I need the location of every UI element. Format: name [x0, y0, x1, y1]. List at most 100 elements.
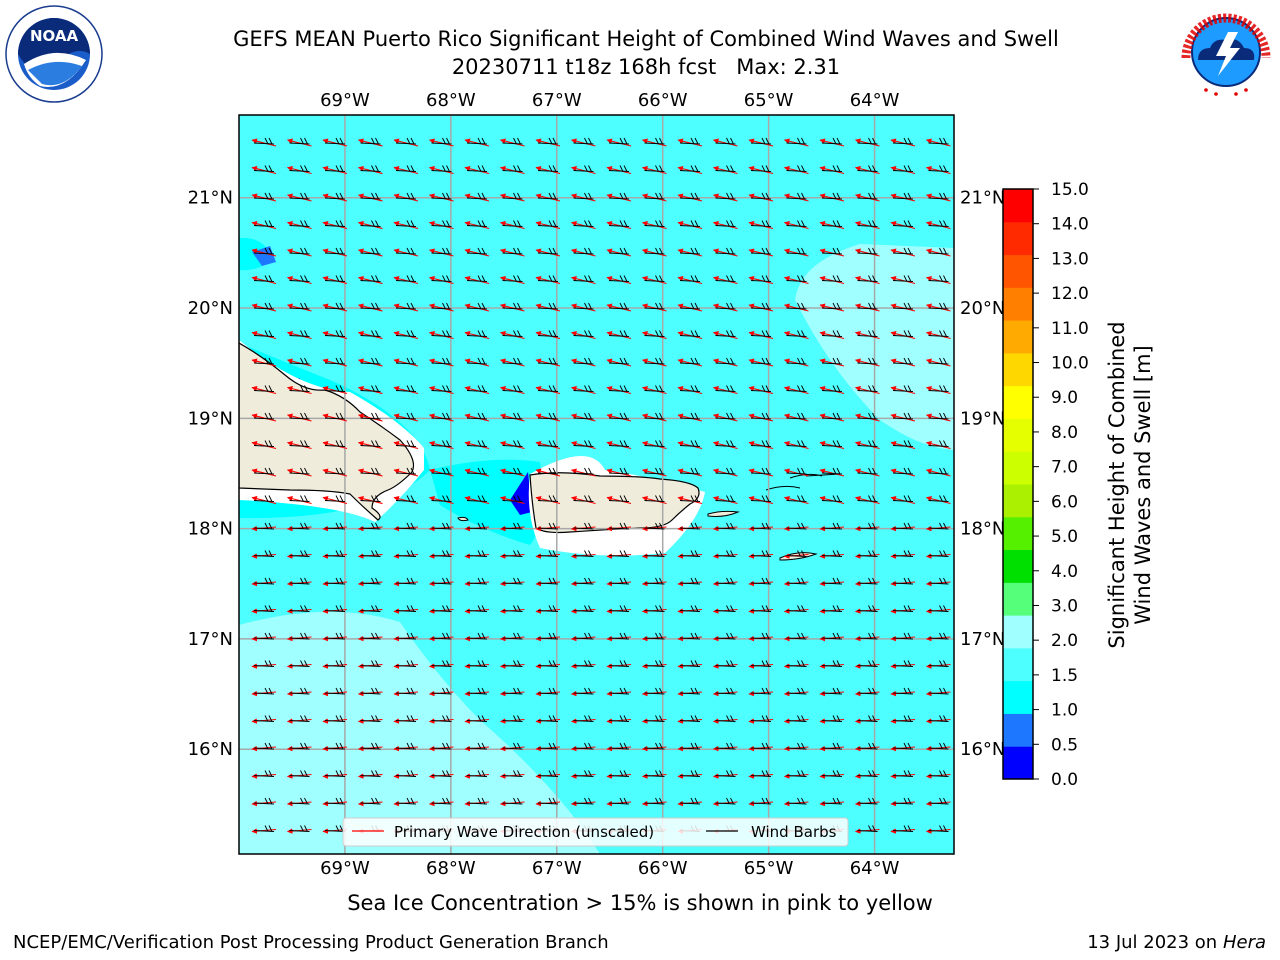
wave-direction-arrow	[748, 635, 774, 642]
wind-barb	[608, 467, 630, 475]
wind-barb	[857, 550, 878, 557]
wind-barb	[821, 275, 843, 282]
wave-direction-arrow	[677, 745, 703, 752]
wind-barb	[289, 797, 310, 805]
wave-direction-arrow	[712, 221, 738, 230]
wind-barb	[573, 330, 594, 337]
wave-direction-arrow	[570, 468, 596, 477]
wave-direction-arrow	[783, 580, 809, 587]
wave-direction-arrow	[890, 276, 916, 285]
wind-barb	[395, 495, 417, 502]
wave-direction-arrow	[641, 276, 667, 285]
wave-direction-arrow	[570, 690, 596, 697]
wave-direction-arrow	[925, 496, 951, 505]
wave-direction-arrow	[783, 663, 809, 669]
wave-direction-arrow	[322, 525, 348, 532]
wave-direction-arrow	[499, 441, 525, 450]
wave-direction-arrow	[393, 800, 419, 807]
wave-direction-arrow	[535, 745, 561, 752]
wave-direction-arrow	[393, 468, 419, 477]
wave-direction-arrow	[748, 745, 774, 752]
wind-barb	[360, 632, 381, 640]
wind-barb	[821, 495, 843, 502]
wave-direction-arrow	[322, 635, 348, 642]
wave-direction-arrow	[641, 553, 667, 559]
wind-barb	[502, 275, 523, 282]
wind-barb	[786, 495, 807, 502]
wind-barb	[466, 577, 488, 585]
wave-direction-arrow	[890, 166, 916, 175]
wind-barb	[928, 660, 949, 667]
wave-direction-arrow	[535, 413, 561, 422]
wave-direction-arrow	[251, 745, 277, 752]
wave-direction-arrow	[428, 441, 454, 450]
wind-barb	[608, 192, 630, 200]
wave-direction-arrow	[641, 468, 667, 477]
map-frame	[238, 114, 955, 855]
wind-barb	[395, 660, 417, 667]
wind-barb	[253, 467, 275, 475]
wave-direction-arrow	[251, 386, 277, 395]
wind-barb	[892, 165, 914, 172]
wind-barb	[360, 220, 381, 227]
wind-barb	[928, 247, 949, 255]
wave-direction-arrow	[464, 718, 490, 724]
wind-barb	[786, 742, 807, 750]
wind-barb	[537, 330, 559, 337]
wind-barb	[573, 247, 594, 255]
wave-direction-arrow	[748, 138, 774, 147]
wave-direction-arrow	[783, 303, 809, 312]
wave-direction-arrow	[428, 468, 454, 477]
colorbar-tick-label: 5.0	[1051, 527, 1078, 547]
wave-direction-arrow	[819, 525, 845, 532]
wave-direction-arrow	[393, 221, 419, 230]
wave-direction-arrow	[925, 303, 951, 312]
wave-direction-arrow	[748, 800, 774, 807]
wave-direction-arrow	[499, 663, 525, 669]
wave-direction-arrow	[251, 441, 277, 450]
wave-direction-arrow	[428, 193, 454, 202]
wave-direction-arrow	[393, 745, 419, 752]
wave-direction-arrow	[854, 663, 880, 669]
wind-barb	[573, 302, 594, 310]
wind-barb	[786, 440, 807, 447]
wind-barb	[857, 302, 878, 310]
wind-barb	[537, 137, 559, 145]
wind-barb	[289, 165, 310, 172]
wave-direction-arrow	[677, 441, 703, 450]
wind-barb	[289, 412, 310, 420]
wind-barb	[537, 742, 559, 750]
wave-direction-arrow	[641, 580, 667, 587]
wind-barb	[750, 192, 772, 200]
wind-barb	[431, 632, 452, 640]
wave-direction-arrow	[464, 663, 490, 669]
wave-direction-arrow	[819, 413, 845, 422]
wind-barb	[253, 605, 275, 612]
wave-direction-arrow	[499, 303, 525, 312]
wave-direction-arrow	[535, 303, 561, 312]
wind-barb	[431, 495, 452, 502]
wave-direction-arrow	[677, 608, 703, 614]
wave-direction-arrow	[570, 496, 596, 505]
wave-direction-arrow	[890, 525, 916, 532]
wind-barb	[289, 687, 310, 695]
wave-direction-arrow	[712, 496, 738, 505]
wave-direction-arrow	[357, 221, 383, 230]
wind-barb	[857, 165, 878, 172]
wave-direction-arrow	[712, 800, 738, 807]
wind-barb	[928, 467, 949, 475]
colorbar-segment	[1003, 680, 1033, 714]
wave-direction-arrow	[251, 773, 277, 779]
wind-barb	[892, 550, 914, 557]
wind-barb	[821, 467, 843, 475]
wind-barb	[928, 632, 949, 640]
wave-direction-arrow	[357, 468, 383, 477]
wind-barb	[395, 165, 417, 172]
wind-barb	[750, 687, 772, 695]
wind-barb	[821, 797, 843, 805]
wave-direction-arrow	[286, 496, 312, 505]
wind-barb	[821, 522, 843, 530]
wave-direction-arrow	[606, 635, 632, 642]
wave-direction-arrow	[748, 441, 774, 450]
